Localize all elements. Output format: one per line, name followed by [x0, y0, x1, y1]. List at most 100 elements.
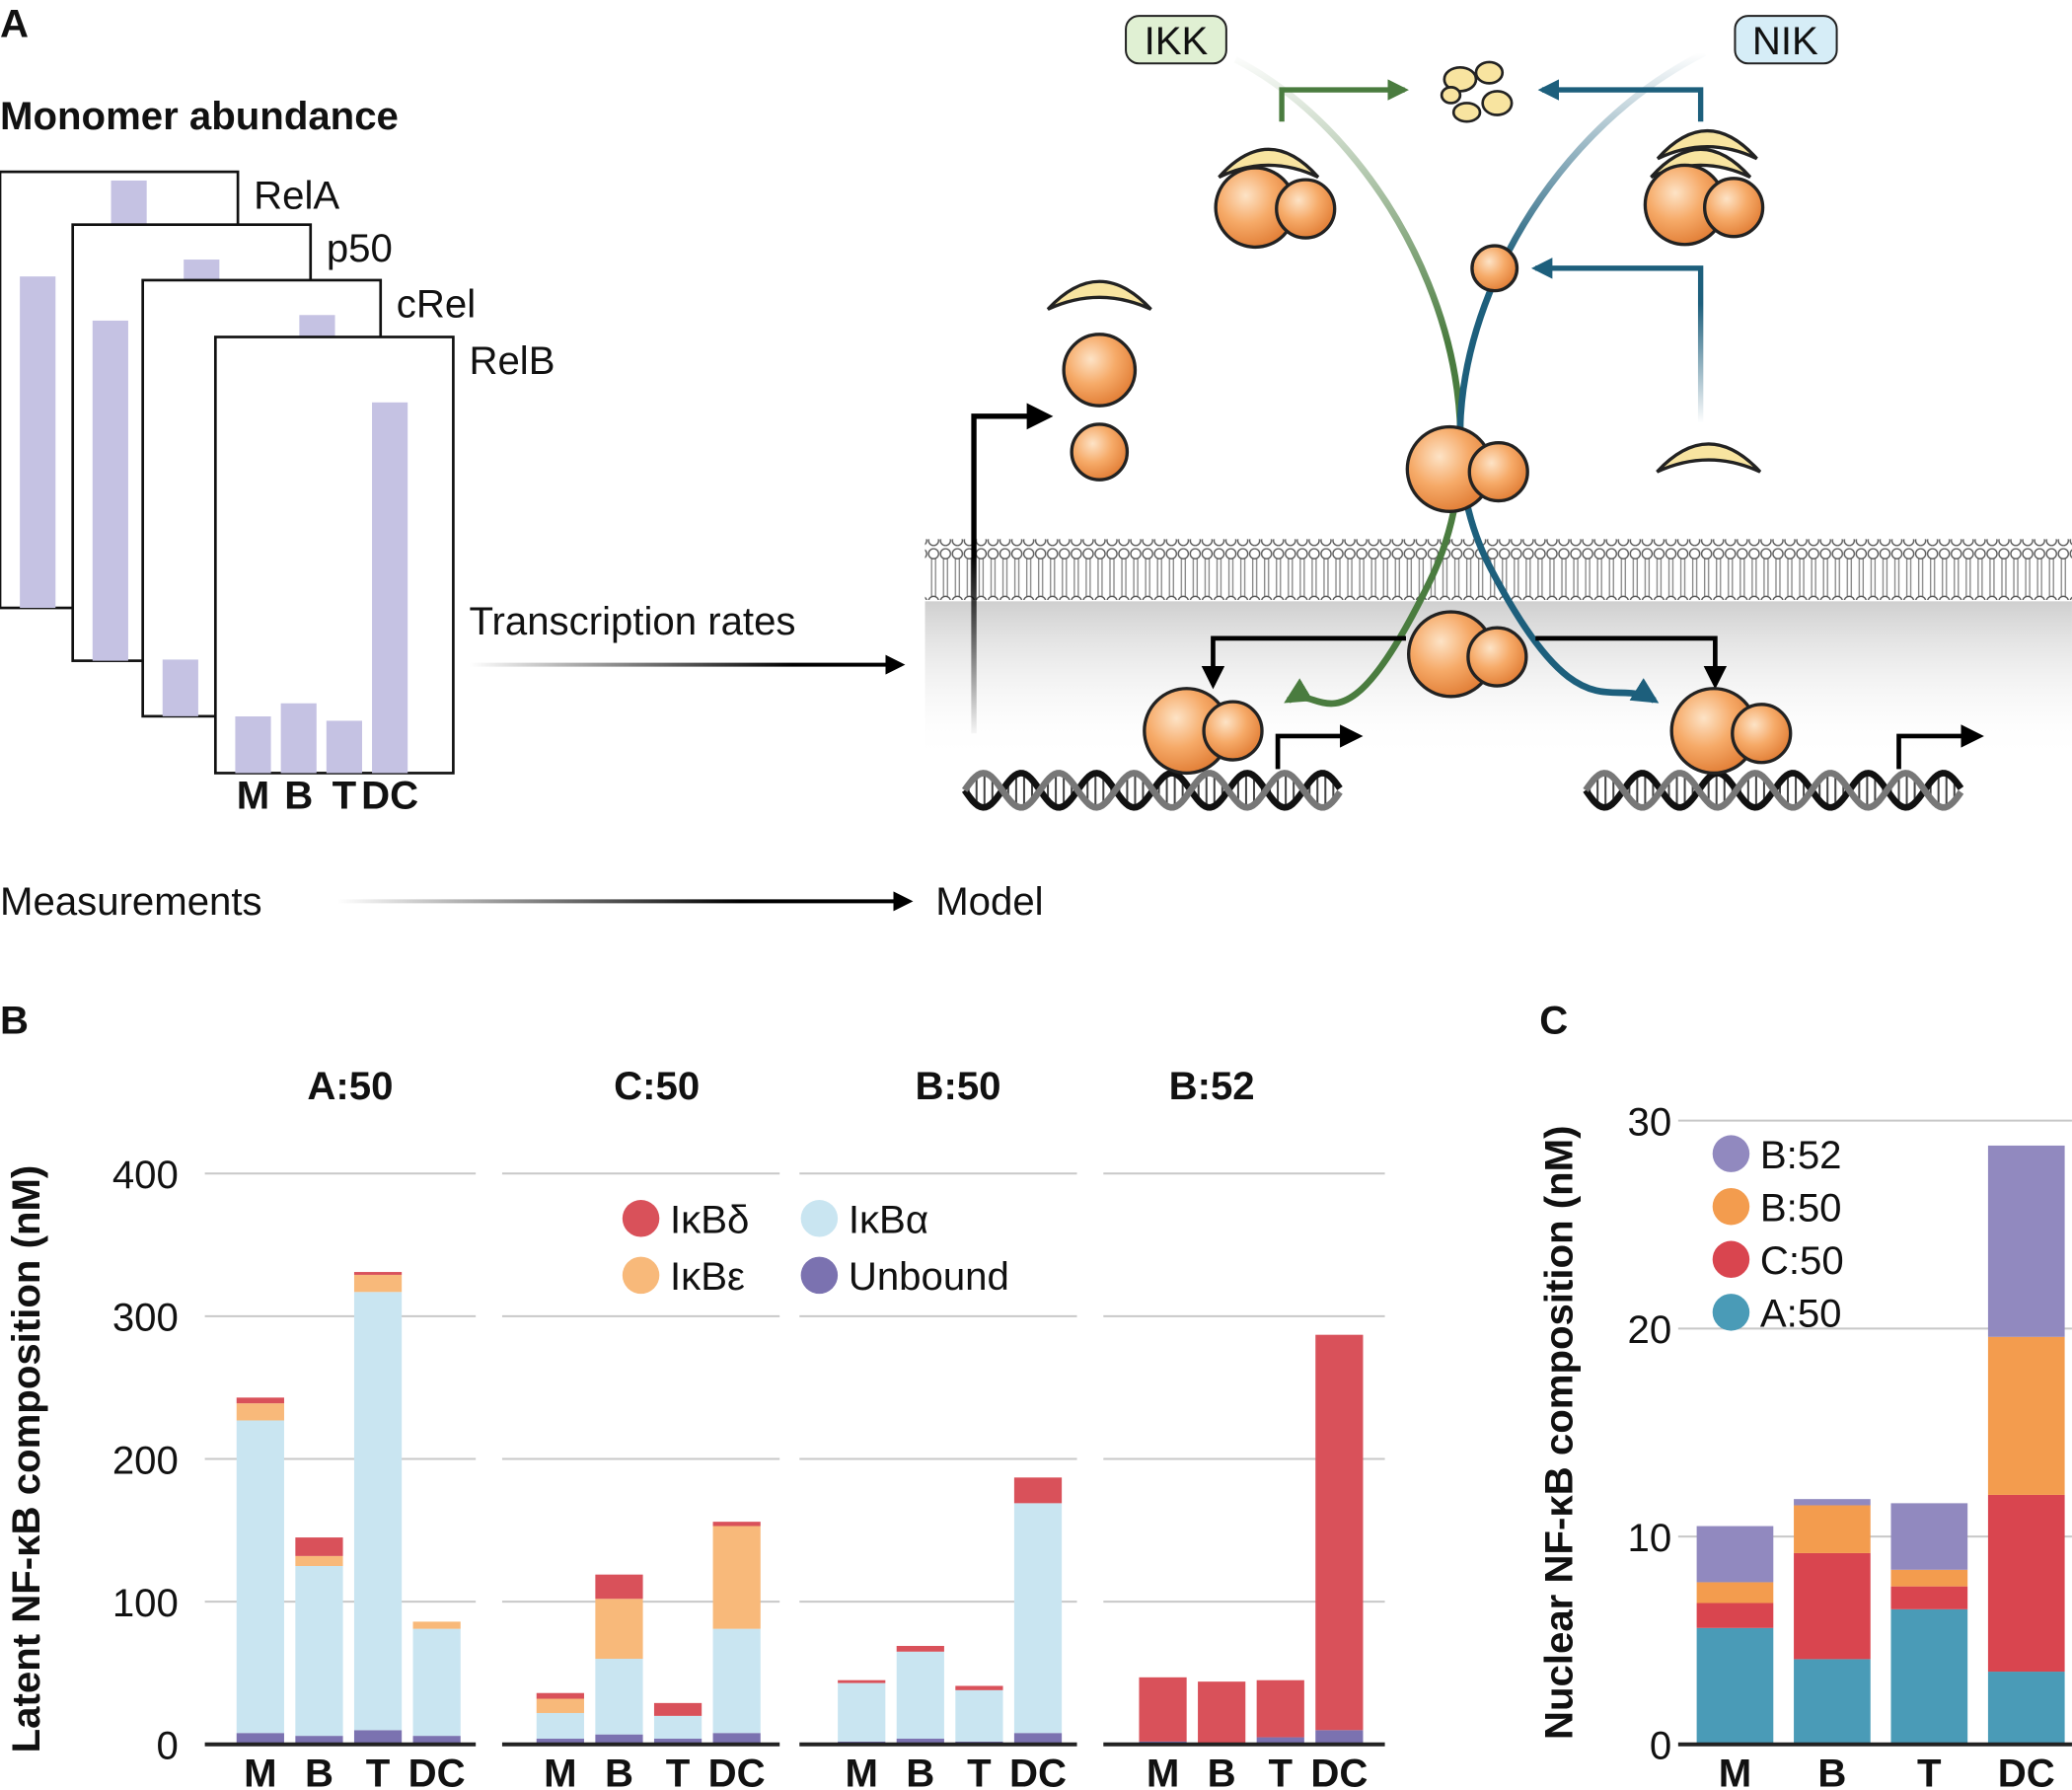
arrow [1535, 635, 1728, 690]
bar-segment [412, 1736, 461, 1745]
bar-segment [1696, 1582, 1774, 1604]
degraded-ikb [1440, 86, 1462, 105]
bar-segment [412, 1621, 461, 1629]
bar-segment [653, 1739, 703, 1745]
x-tick-label: B [1208, 1752, 1236, 1790]
degraded-ikb [1481, 90, 1514, 116]
bar-segment [1794, 1499, 1871, 1506]
arrow [1537, 79, 1704, 122]
legend-swatch [1712, 1135, 1750, 1172]
legend-label: Unbound [849, 1254, 1009, 1299]
arrow-label: Measurements [0, 879, 262, 924]
bar-segment [295, 1555, 343, 1566]
bar-segment [1794, 1552, 1871, 1660]
legend-label: B:52 [1760, 1133, 1842, 1177]
category-label: M [237, 774, 269, 818]
bar-segment [536, 1692, 584, 1699]
bar-segment [595, 1734, 643, 1745]
kinase-box [1125, 15, 1227, 65]
x-tick-label: M [845, 1752, 877, 1790]
category-label: T [333, 774, 357, 818]
bar-segment [536, 1739, 584, 1745]
bar-segment [712, 1522, 761, 1527]
bar-segment [295, 1537, 343, 1556]
abundance-bar [235, 716, 271, 774]
arrow [1530, 258, 1704, 423]
legend-label: IκBε [670, 1254, 745, 1299]
nfkb-protein [1275, 178, 1337, 240]
bar-segment [236, 1733, 284, 1745]
dna [961, 770, 1343, 811]
abundance-bar [162, 659, 198, 716]
y-tick-label: 0 [156, 1724, 178, 1768]
legend-swatch [1712, 1187, 1750, 1226]
tss-arrow [1896, 724, 1984, 770]
y-tick-label: 30 [1628, 1099, 1672, 1144]
ikk-pathway [1233, 56, 1464, 708]
bar-segment [712, 1733, 761, 1745]
bar-segment [1256, 1737, 1304, 1745]
abundance-bar [92, 320, 128, 661]
bar-segment [896, 1739, 944, 1745]
nfkb-protein [1070, 422, 1130, 482]
bar-segment [955, 1689, 1003, 1742]
panel-title: B:50 [915, 1064, 1000, 1108]
bar-segment [236, 1397, 284, 1404]
bar-segment [712, 1526, 761, 1629]
legend-label: B:50 [1760, 1185, 1842, 1230]
nfkb-protein [1731, 703, 1793, 765]
bar-segment [838, 1679, 886, 1683]
kinase-label: IKK [1145, 19, 1209, 63]
bar-segment [712, 1628, 761, 1734]
y-tick-label: 400 [112, 1153, 179, 1197]
x-tick-label: T [366, 1752, 391, 1790]
category-label: B [284, 774, 313, 818]
degraded-ikb [1451, 102, 1482, 123]
bar-segment [1013, 1503, 1063, 1734]
legend-label: IκBα [849, 1198, 928, 1242]
panel-label: A [0, 1, 29, 45]
bar-segment [595, 1599, 643, 1660]
legend-label: C:50 [1760, 1238, 1844, 1283]
x-tick-label: T [1268, 1752, 1293, 1790]
x-tick-label: DC [408, 1752, 466, 1790]
arrow [1201, 635, 1406, 690]
section-title: Monomer abundance [0, 94, 399, 138]
abundance-bar [280, 703, 317, 774]
bar-segment [896, 1645, 944, 1652]
kinase-label: NIK [1752, 19, 1818, 63]
nfkb-protein [1062, 333, 1138, 408]
x-tick-label: B [305, 1752, 333, 1790]
bar-segment [236, 1403, 284, 1421]
x-tick-label: M [1147, 1752, 1179, 1790]
y-tick-label: 0 [1650, 1724, 1671, 1768]
legend-swatch [622, 1200, 660, 1237]
degraded-ikb [1474, 60, 1505, 85]
bar-segment [1987, 1494, 2065, 1673]
panel-title: B:52 [1169, 1064, 1255, 1108]
bar-segment [1696, 1627, 1774, 1745]
bar-segment [412, 1628, 461, 1737]
bar-segment [653, 1715, 703, 1740]
y-axis-label: Latent NF-κB composition (nM) [4, 1165, 48, 1753]
legend-swatch [800, 1256, 839, 1295]
bar-segment [1890, 1503, 1968, 1570]
bar-segment [896, 1651, 944, 1740]
nfkb-protein [1702, 177, 1765, 239]
nfkb-protein [1470, 244, 1519, 293]
arrow [971, 403, 1054, 734]
card-label: p50 [327, 226, 393, 270]
y-tick-label: 100 [112, 1581, 179, 1625]
x-tick-label: M [244, 1752, 276, 1790]
ikb-protein [1656, 442, 1762, 474]
bar-segment [536, 1698, 584, 1713]
bar-segment [838, 1682, 886, 1742]
bar-segment [1198, 1681, 1246, 1744]
x-tick-label: DC [1998, 1752, 2055, 1790]
bar-segment [653, 1702, 703, 1716]
bar-segment [353, 1274, 403, 1293]
bar-segment [1794, 1659, 1871, 1745]
legend-swatch [622, 1256, 660, 1295]
